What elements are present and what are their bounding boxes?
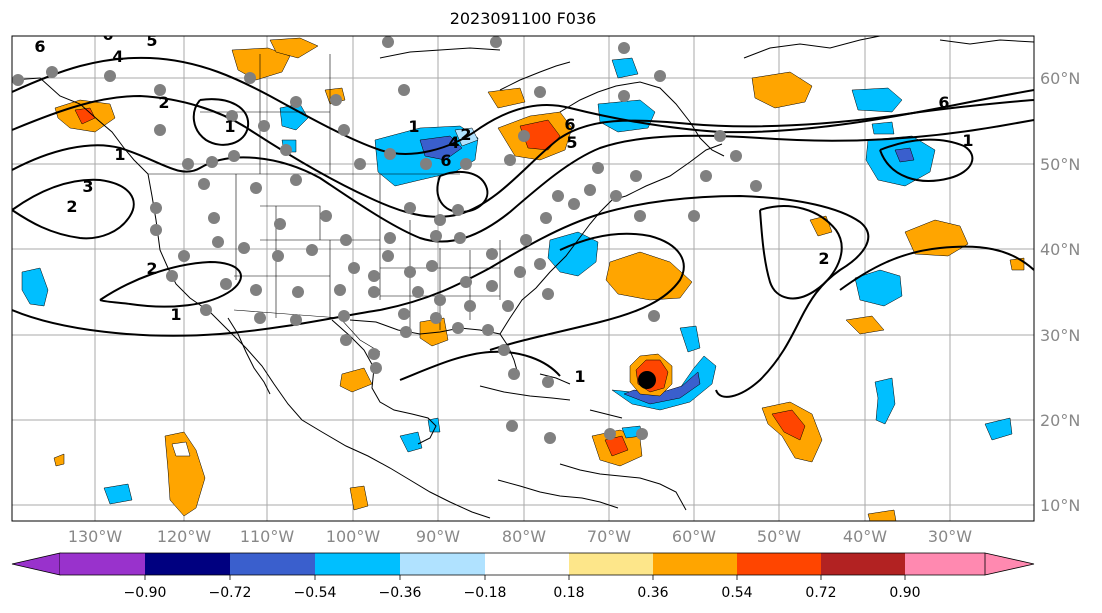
- colorbar-segment: [315, 553, 400, 575]
- map-title: 2023091100 F036: [449, 9, 597, 28]
- contour-label: 2: [146, 259, 157, 278]
- colorbar-segment: [230, 553, 315, 575]
- longitude-labels: 130°W 120°W 110°W 100°W 90°W 80°W 70°W 6…: [68, 527, 972, 546]
- contour-label: 6: [938, 93, 949, 112]
- colorbar-tick-label: 0.90: [889, 585, 920, 601]
- colorbar-under-arrow: [11, 552, 61, 576]
- lon-label: 120°W: [157, 527, 212, 546]
- colorbar-tick-label: 0.72: [805, 585, 836, 601]
- colorbar-segment: [569, 553, 653, 575]
- colorbar-tick-label: −0.54: [294, 585, 337, 601]
- colorbar-segment: [737, 553, 821, 575]
- colorbar-segment: [821, 553, 905, 575]
- map-frame: [11, 35, 1035, 522]
- contour-label: 2: [818, 249, 829, 268]
- colorbar-segment: [60, 553, 145, 575]
- lon-label: 60°W: [672, 527, 716, 546]
- lon-label: 80°W: [502, 527, 546, 546]
- colorbar-tick-label: −0.72: [209, 585, 252, 601]
- contour-label: 6: [564, 115, 575, 134]
- lon-label: 30°W: [928, 527, 972, 546]
- contour-label: 2: [66, 197, 77, 216]
- lon-label: 70°W: [587, 527, 631, 546]
- contour-label: 1: [224, 117, 235, 136]
- colorbar: −0.90 −0.72 −0.54 −0.36 −0.18 0.18 0.36 …: [11, 552, 1035, 601]
- contour-labels: 6 4 5 2 1 3 2 1 2 1 6 1 2 4 6 5 6 6 1 2 …: [34, 25, 973, 386]
- colorbar-segment: [905, 553, 985, 575]
- colorbar-tick-label: 0.36: [637, 585, 668, 601]
- contour-label: 1: [170, 305, 181, 324]
- colorbar-tick-label: 0.18: [553, 585, 584, 601]
- storm-center-marker: [638, 371, 656, 389]
- lat-label: 20°N: [1040, 411, 1080, 430]
- lon-label: 110°W: [240, 527, 295, 546]
- latitude-labels: 60°N 50°N 40°N 30°N 20°N 10°N: [1040, 69, 1080, 515]
- colorbar-segment: [653, 553, 737, 575]
- lon-label: 50°W: [757, 527, 801, 546]
- lat-label: 10°N: [1040, 496, 1080, 515]
- contour-label: 4: [448, 133, 459, 152]
- lon-label: 90°W: [416, 527, 460, 546]
- contour-label: 4: [112, 47, 123, 66]
- colorbar-tick-label: 0.54: [721, 585, 752, 601]
- contour-label: 6: [34, 37, 45, 56]
- lat-label: 50°N: [1040, 155, 1080, 174]
- contour-label: 6: [102, 25, 113, 44]
- colorbar-tick-label: −0.18: [464, 585, 507, 601]
- contour-label: 5: [566, 133, 577, 152]
- coastlines: [12, 36, 1034, 519]
- colorbar-tick-label: −0.36: [379, 585, 422, 601]
- lon-label: 100°W: [326, 527, 381, 546]
- lat-label: 30°N: [1040, 326, 1080, 345]
- contour-label: 3: [82, 177, 93, 196]
- lon-label: 40°W: [843, 527, 887, 546]
- contour-label: 1: [408, 117, 419, 136]
- colorbar-segment: [400, 553, 485, 575]
- colorbar-segment: [145, 553, 230, 575]
- contour-label: 1: [574, 367, 585, 386]
- colorbar-over-arrow: [984, 552, 1035, 576]
- contour-label: 1: [962, 131, 973, 150]
- contour-label: 5: [146, 31, 157, 50]
- height-contours: [12, 56, 1034, 398]
- contour-label: 1: [114, 145, 125, 164]
- colorbar-tick-label: −0.90: [124, 585, 167, 601]
- colorbar-segment: [485, 553, 569, 575]
- lat-label: 60°N: [1040, 69, 1080, 88]
- contour-label: 2: [158, 93, 169, 112]
- station-markers: [12, 36, 762, 444]
- anomaly-shading: [21, 37, 1025, 521]
- lat-label: 40°N: [1040, 240, 1080, 259]
- contour-label: 6: [440, 151, 451, 170]
- lon-label: 130°W: [68, 527, 123, 546]
- contour-label: 2: [460, 125, 471, 144]
